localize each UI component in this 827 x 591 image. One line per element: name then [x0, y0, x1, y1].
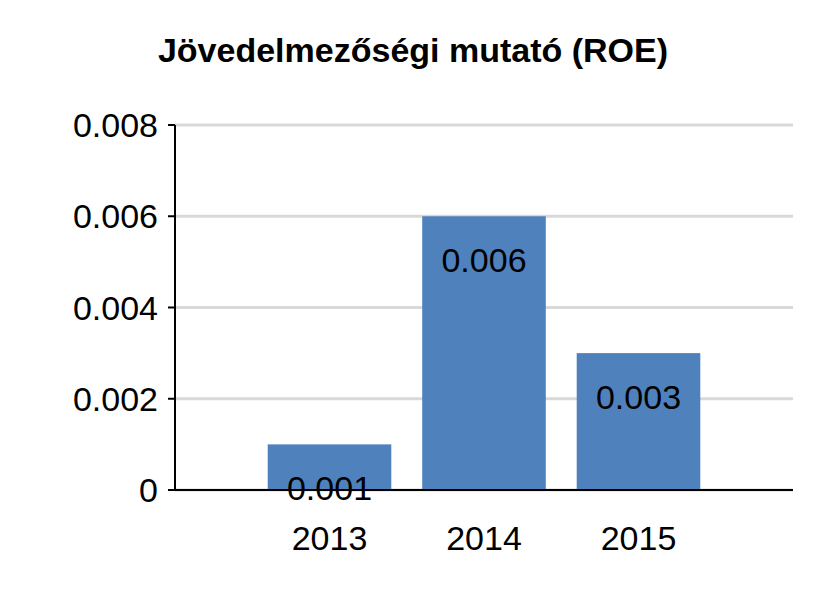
bar — [422, 216, 546, 490]
y-tick — [168, 398, 175, 400]
data-label: 0.001 — [287, 469, 372, 507]
x-tick-label: 2014 — [446, 519, 522, 557]
x-axis — [168, 489, 793, 491]
y-tick-label: 0.002 — [73, 380, 158, 418]
y-tick — [168, 215, 175, 217]
bars — [268, 216, 701, 490]
y-tick-label: 0.006 — [73, 197, 158, 235]
bar — [577, 353, 701, 490]
y-tick-label: 0.004 — [73, 289, 158, 327]
data-label: 0.006 — [441, 241, 526, 279]
y-tick — [168, 307, 175, 309]
chart: Jövedelmezőségi mutató (ROE) 0 0.002 0.004 0… — [0, 0, 827, 591]
data-label: 0.003 — [596, 378, 681, 416]
y-axis — [174, 125, 176, 491]
grid-line — [175, 124, 793, 127]
title: Jövedelmezőségi mutató (ROE) — [158, 31, 668, 69]
x-tick-label: 2013 — [292, 519, 368, 557]
x-tick-label: 2015 — [601, 519, 677, 557]
y-tick-label: 0.008 — [73, 106, 158, 144]
y-tick — [168, 124, 175, 126]
y-tick-label: 0 — [139, 471, 158, 509]
